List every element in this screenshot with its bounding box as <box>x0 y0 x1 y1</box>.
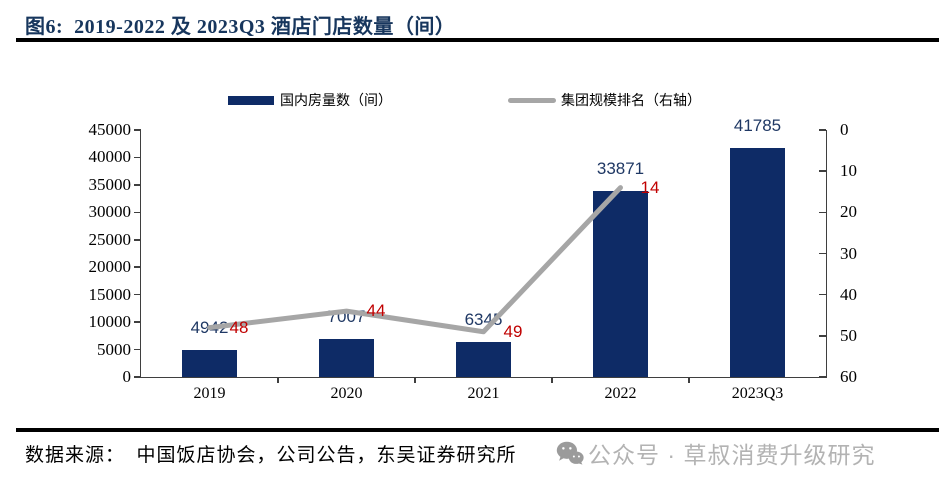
y-axis-tick <box>134 348 141 351</box>
bar-2021 <box>456 342 511 377</box>
bar-2020 <box>319 338 374 377</box>
y-axis-tick <box>134 184 141 186</box>
x-axis-label: 2023Q3 <box>731 385 784 402</box>
y-axis-label: 30000 <box>88 202 132 222</box>
y-axis-tick <box>134 129 141 131</box>
x-axis-tick <box>688 377 690 383</box>
figure-title: 图6: 2019-2022 及 2023Q3 酒店门店数量（间） <box>25 16 456 38</box>
y-axis-tick <box>134 376 141 378</box>
bar-value-label: 33871 <box>596 159 645 179</box>
x-axis-label: 2021 <box>467 385 500 402</box>
y-axis-label: 35000 <box>88 174 132 194</box>
right-axis-tick <box>819 376 826 378</box>
bar-2022 <box>593 191 648 377</box>
right-axis-label: 10 <box>840 161 857 181</box>
y-axis-label: 0 <box>122 367 132 386</box>
y-axis-label: 25000 <box>88 229 132 249</box>
x-axis-tick <box>277 377 279 383</box>
y-axis-label: 20000 <box>88 257 132 277</box>
y-axis-label: 15000 <box>88 284 132 304</box>
rank-label: 49 <box>503 321 523 341</box>
line-series-swatch <box>508 97 556 103</box>
rank-label: 48 <box>229 317 249 337</box>
y-axis-tick <box>134 321 141 323</box>
bar-2023Q3 <box>730 147 785 377</box>
y-axis-label: 40000 <box>88 147 132 167</box>
right-axis-label: 60 <box>840 367 857 386</box>
x-axis-tick <box>414 377 416 383</box>
x-axis-label: 2019 <box>193 385 226 402</box>
chart-legend: 国内房量数（间） 集团规模排名（右轴） <box>0 90 945 110</box>
right-axis-label: 30 <box>840 243 857 263</box>
footer-divider <box>16 428 939 432</box>
rank-label: 14 <box>640 177 660 197</box>
y-axis-label: 10000 <box>88 312 132 332</box>
right-axis-tick <box>819 129 826 131</box>
right-axis-tick <box>819 211 826 214</box>
legend-label-room-count: 国内房量数（间） <box>280 94 392 109</box>
y-axis-tick <box>134 239 141 241</box>
wechat-icon <box>556 441 584 465</box>
rank-line <box>207 185 623 335</box>
right-axis-label: 50 <box>840 325 857 345</box>
right-axis-tick <box>819 170 826 172</box>
y-axis-tick <box>134 293 141 296</box>
x-axis-label: 2022 <box>604 385 637 402</box>
watermark: 公众号 · 草叔消费升级研究 <box>556 436 875 470</box>
bar-2019 <box>182 349 237 377</box>
y-axis-tick <box>134 266 141 268</box>
bar-value-label: 41785 <box>733 115 782 135</box>
right-axis-label: 40 <box>840 284 857 304</box>
right-axis-tick <box>819 335 826 337</box>
title-divider <box>16 38 939 42</box>
y-axis-tick <box>134 211 141 214</box>
y-axis-label: 45000 <box>88 120 132 139</box>
right-axis-label: 20 <box>840 202 857 222</box>
x-axis-tick <box>551 377 553 383</box>
watermark-text: 公众号 · 草叔消费升级研究 <box>588 442 876 468</box>
plot-area: 45000 40000 35000 30000 25000 20000 15000 10000… <box>89 116 858 402</box>
rank-label: 44 <box>366 301 386 321</box>
bar-series-swatch <box>228 95 274 105</box>
data-source: 数据来源： 中国饭店协会，公司公告，东吴证券研究所 <box>25 445 517 466</box>
legend-label-group-rank: 集团规模排名（右轴） <box>561 94 701 109</box>
right-axis-label: 0 <box>840 120 849 139</box>
right-axis-tick <box>819 252 826 255</box>
y-axis-tick <box>134 156 141 159</box>
x-axis-label: 2020 <box>330 385 363 402</box>
legend-item-group-rank: 集团规模排名（右轴） <box>508 90 701 110</box>
y-axis-label: 5000 <box>97 339 131 359</box>
legend-item-room-count: 国内房量数（间） <box>228 90 392 110</box>
right-axis-tick <box>819 293 826 296</box>
